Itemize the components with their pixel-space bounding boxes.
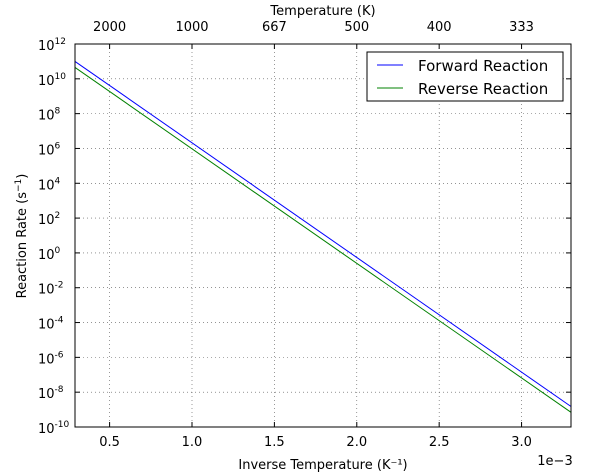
y-tick-label: 102 xyxy=(38,211,60,228)
series-line-forward xyxy=(74,60,572,407)
y-axis-title: Reaction Rate (s−1) xyxy=(14,174,30,299)
top-x-tick-label: 667 xyxy=(262,20,287,35)
y-tick-label: 10-10 xyxy=(38,420,70,437)
axis-ticks xyxy=(75,43,571,428)
legend-label-reverse: Reverse Reaction xyxy=(418,80,548,98)
x-tick-label: 0.5 xyxy=(99,435,120,450)
top-x-tick-label: 1000 xyxy=(175,20,208,35)
x-tick-label: 1.5 xyxy=(264,435,285,450)
series-lines xyxy=(74,60,572,413)
x-offset-text: 1e−3 xyxy=(537,454,572,469)
legend-label-forward: Forward Reaction xyxy=(418,57,548,75)
y-tick-label: 106 xyxy=(38,141,61,158)
top-x-tick-label: 2000 xyxy=(93,20,126,35)
top-x-tick-label: 500 xyxy=(344,20,369,35)
top-x-axis-title: Temperature (K) xyxy=(269,4,375,19)
legend-box xyxy=(366,51,564,102)
y-tick-label: 104 xyxy=(38,176,61,193)
x-tick-label: 2.5 xyxy=(429,435,450,450)
y-tick-label: 108 xyxy=(38,107,61,124)
x-tick-label: 2.0 xyxy=(346,435,367,450)
x-axis-title: Inverse Temperature (K⁻¹) xyxy=(238,458,407,473)
legend: Forward Reaction Reverse Reaction xyxy=(366,51,564,102)
y-tick-label: 100 xyxy=(38,246,61,263)
series-line-reverse xyxy=(74,67,572,413)
y-tick-label: 10-6 xyxy=(38,350,64,367)
y-tick-label: 10-2 xyxy=(38,281,64,298)
y-tick-label: 10-8 xyxy=(38,385,64,402)
y-tick-label: 1012 xyxy=(38,37,66,54)
y-tick-label: 10-4 xyxy=(38,316,64,333)
plot-frame xyxy=(74,43,572,428)
x-tick-label: 1.0 xyxy=(182,435,203,450)
top-x-tick-label: 333 xyxy=(509,20,534,35)
tick-labels: 0.5 1.0 1.5 2.0 2.5 3.0 2000 1000 667 500 400 333 10… xyxy=(38,20,534,450)
top-x-tick-label: 400 xyxy=(427,20,452,35)
y-tick-label: 1010 xyxy=(38,72,66,89)
x-tick-label: 3.0 xyxy=(511,435,532,450)
